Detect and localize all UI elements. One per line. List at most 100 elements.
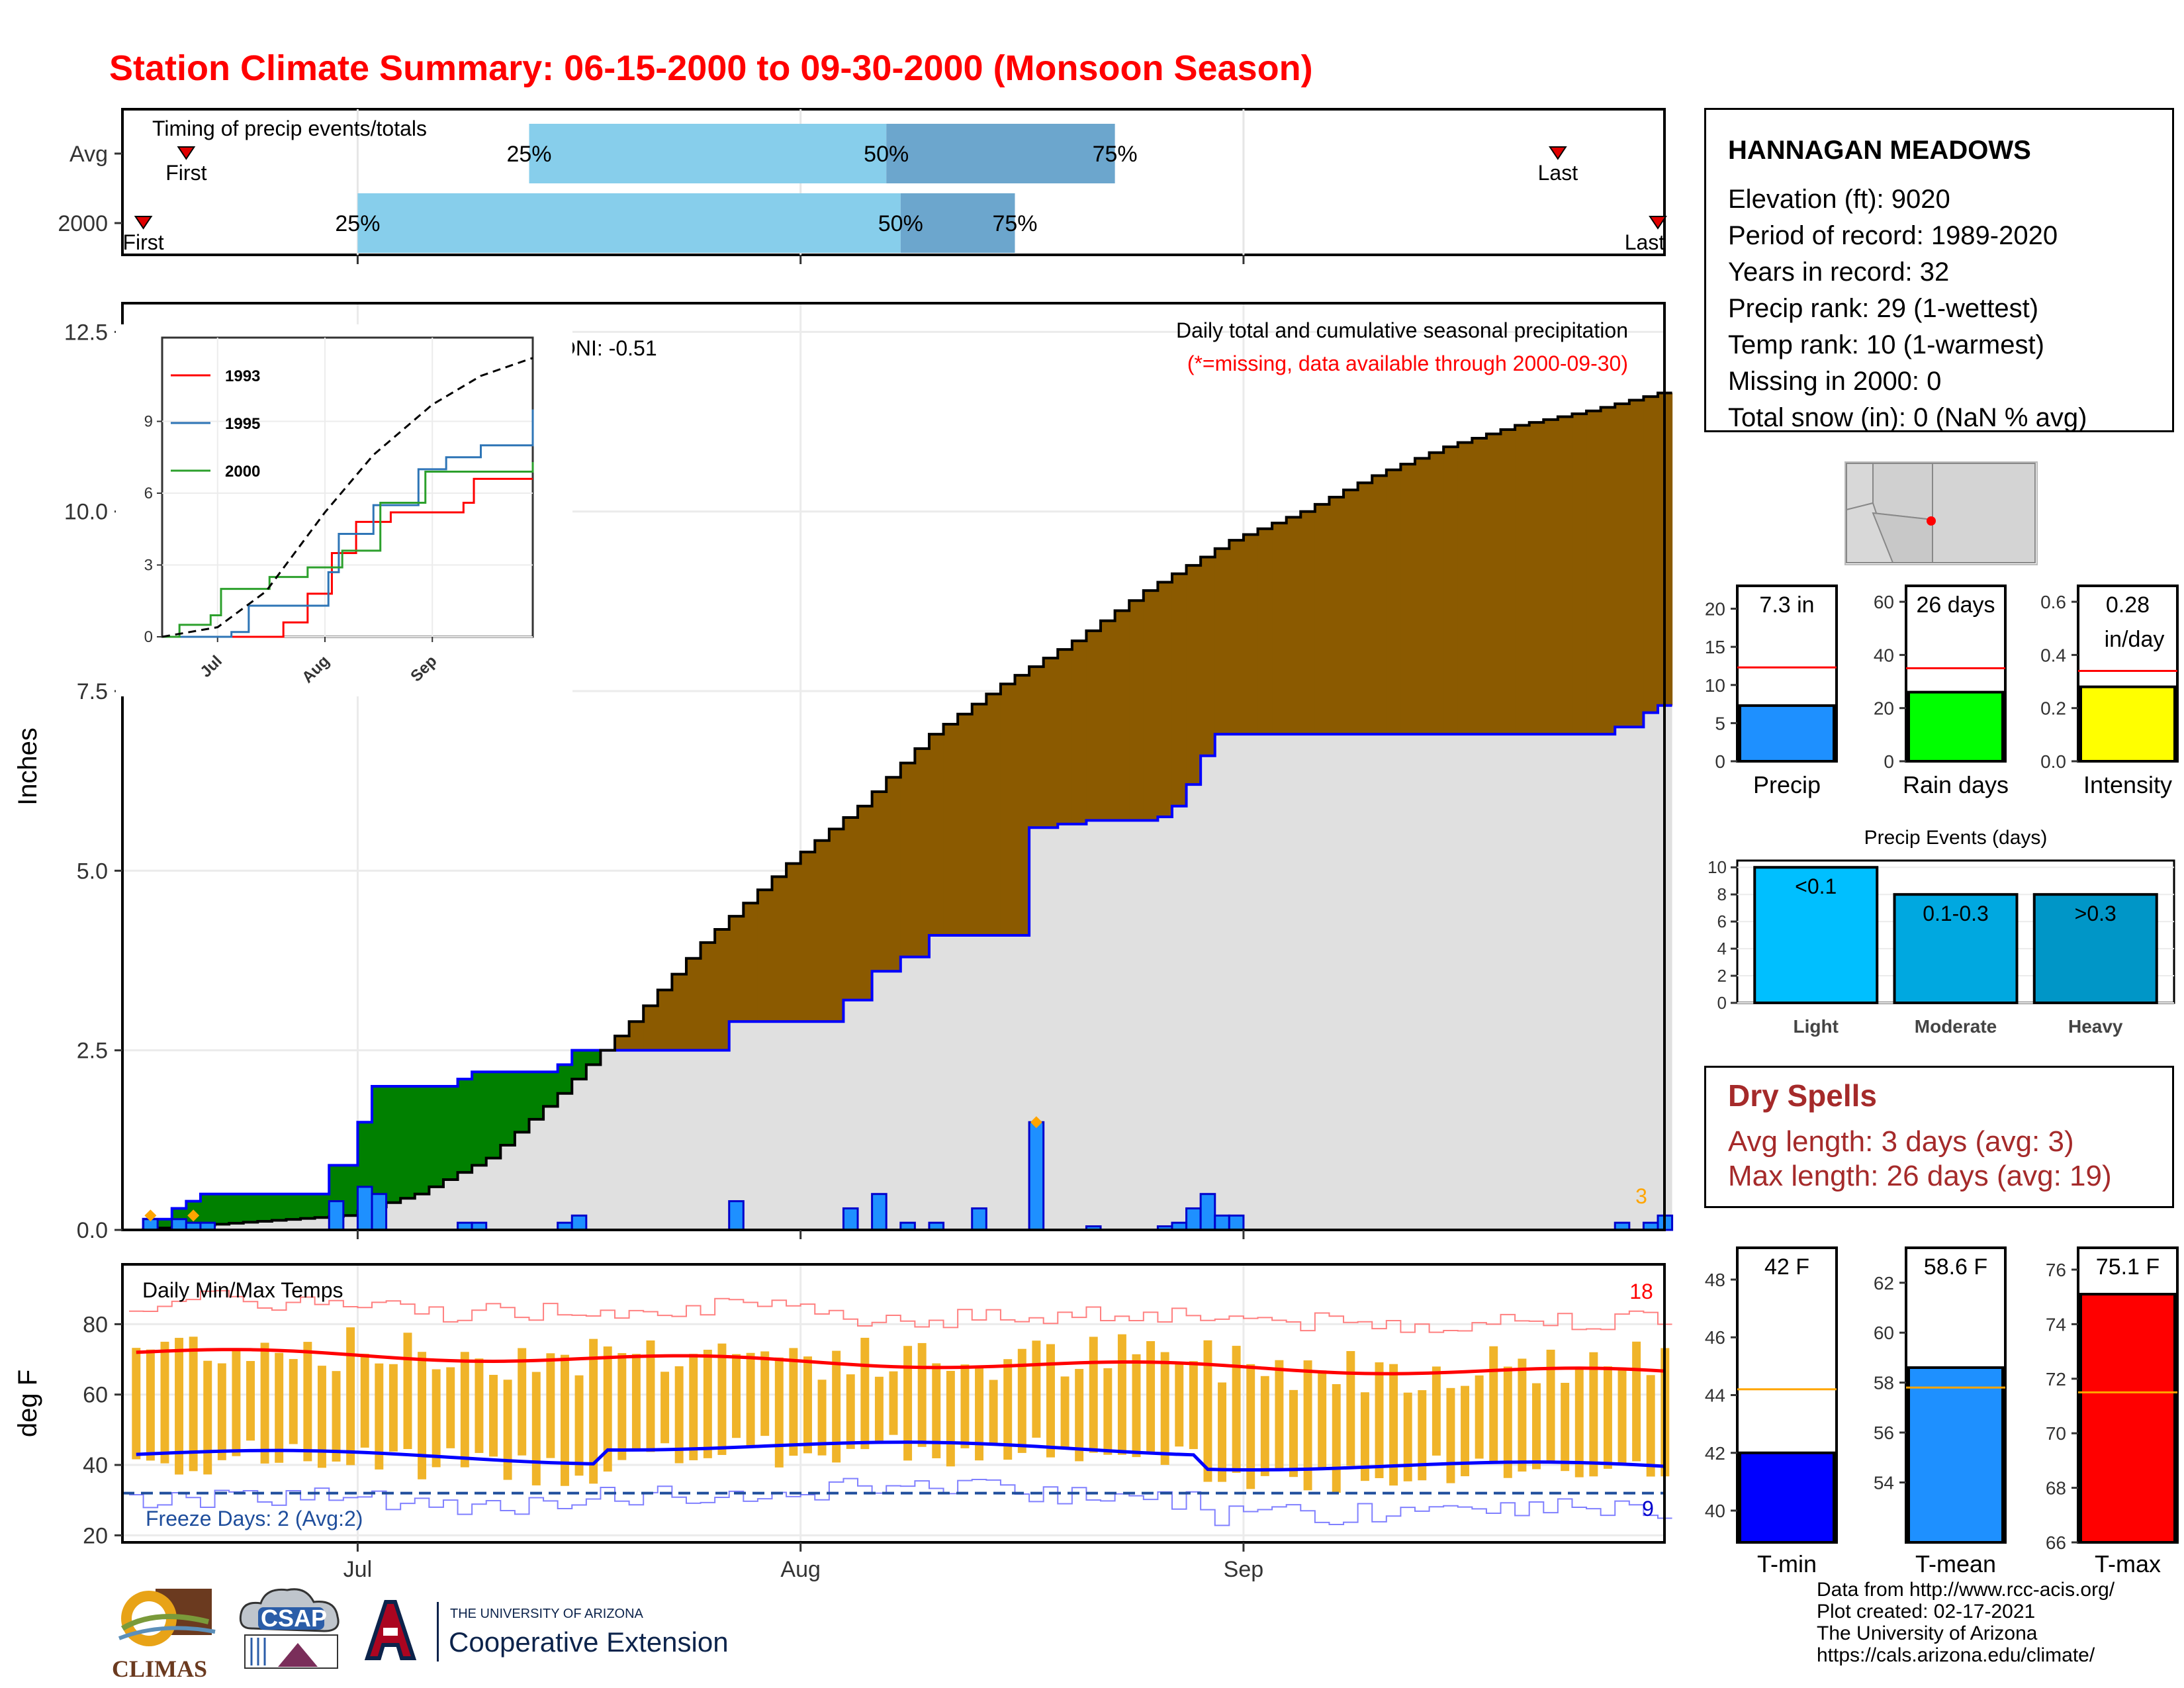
daily-temp-range-bar (132, 1348, 141, 1460)
daily-temp-range-bar (303, 1342, 312, 1462)
cumulative-difference-fill (586, 1050, 602, 1065)
cumulative-difference-fill (472, 1072, 487, 1166)
summary-bar (1907, 1366, 2004, 1544)
cumulative-difference-fill (757, 890, 773, 1022)
cumulative-difference-fill (1314, 504, 1330, 735)
precip-events-bar-label: 0.1-0.3 (1923, 902, 1989, 925)
summary-y-tick-label: 66 (2046, 1532, 2066, 1553)
first-event-marker (177, 146, 196, 160)
summary-y-tick-label: 74 (2046, 1314, 2066, 1335)
inset-y-tick-label: 3 (144, 557, 153, 575)
record-precip-marker (187, 1209, 200, 1222)
cumulative-difference-fill (429, 1086, 444, 1187)
main-panel-frame (121, 302, 1666, 1231)
inset-series-line (162, 462, 534, 638)
csap-cloud-icon (239, 1588, 340, 1669)
cumulative-difference-fill (1029, 667, 1044, 828)
cumulative-difference-fill (1443, 447, 1459, 735)
summary-bar (2079, 1293, 2176, 1544)
daily-temp-range-bar (289, 1359, 298, 1444)
timing-row-label: Avg (69, 142, 108, 167)
cumulative-difference-fill (1643, 397, 1659, 713)
daily-temp-range-bar (1003, 1359, 1013, 1460)
oni-label: ONI: -0.51 (559, 336, 657, 360)
station-location-marker (1927, 516, 1936, 526)
daily-temp-range-bar (1275, 1360, 1284, 1472)
daily-temp-range-bar (889, 1371, 898, 1435)
summary-y-tick-label: 0.6 (2040, 592, 2066, 612)
daily-temp-range-bar (917, 1342, 927, 1447)
cumulative-difference-fill (1486, 434, 1502, 735)
summary-y-tick-label: 60 (1874, 1323, 1894, 1343)
daily-temp-range-bar (1589, 1352, 1598, 1477)
daily-temp-range-bar (1046, 1344, 1055, 1458)
cumulative-difference-fill (243, 1194, 258, 1223)
daily-temp-range-bar (203, 1360, 212, 1475)
cumulative-difference-fill (257, 1194, 273, 1221)
inset-series-line (161, 357, 533, 638)
cumulative-difference-fill (1286, 517, 1301, 735)
cumulative-difference-fill (1572, 414, 1587, 735)
precip-events-category-label: Moderate (1915, 1016, 1997, 1037)
quartile-bar-50-75 (886, 124, 1115, 183)
page-title: Station Climate Summary: 06-15-2000 to 0… (109, 48, 1313, 88)
precip-events-category-label: Heavy (2068, 1016, 2123, 1037)
daily-temp-range-bar (617, 1353, 627, 1460)
daily-temp-range-bar (631, 1354, 641, 1449)
daily-temp-range-bar (1360, 1392, 1369, 1481)
daily-temp-range-bar (1432, 1366, 1441, 1456)
inset-y-tick-label: 6 (144, 485, 153, 502)
cumulative-difference-fill (629, 1021, 644, 1051)
summary-y-tick-label: 0.4 (2040, 645, 2066, 665)
summary-category-label: T-min (1757, 1550, 1817, 1577)
summary-category-label: Precip (1753, 771, 1821, 798)
cumulative-difference-fill (271, 1194, 287, 1221)
climas-logo-text: CLIMAS (112, 1656, 208, 1682)
daily-temp-range-bar (217, 1363, 226, 1460)
cumulative-difference-fill (858, 806, 873, 1000)
precip-events-y-tick-label: 0 (1717, 993, 1727, 1013)
inset-y-tick-label: 9 (144, 413, 153, 431)
record-low-count: 9 (1642, 1497, 1654, 1521)
daily-temp-range-bar (546, 1353, 555, 1458)
summary-y-tick-label: 0 (1715, 751, 1725, 772)
first-event-label: First (122, 230, 163, 254)
summary-value-label: 7.3 in (1759, 592, 1814, 618)
summary-y-tick-label: 72 (2046, 1369, 2066, 1389)
map-neighbor-state (1846, 463, 1874, 511)
daily-temp-range-bar (1475, 1375, 1484, 1459)
daily-temp-range-bar (1175, 1364, 1184, 1447)
summary-y-tick-label: 70 (2046, 1423, 2066, 1444)
precip-events-y-tick-label: 8 (1717, 884, 1727, 904)
daily-temp-range-bar (760, 1351, 770, 1436)
cumulative-difference-fill (572, 1050, 587, 1080)
daily-precip-bar (728, 1200, 745, 1231)
cumulative-difference-fill (743, 903, 758, 1022)
daily-temp-range-bar (1246, 1364, 1255, 1489)
cumulative-difference-fill (543, 1072, 559, 1107)
summary-y-tick-label: 60 (1874, 592, 1894, 612)
cumulative-difference-fill (657, 990, 672, 1051)
daily-temp-range-bar (846, 1374, 855, 1449)
station-detail-line: Years in record: 32 (1728, 258, 1950, 287)
summary-value-label: 58.6 F (1924, 1254, 1987, 1280)
station-detail-line: Elevation (ft): 9020 (1728, 185, 1950, 214)
inset-legend-label: 1995 (225, 415, 260, 433)
record-count-label: 3 (1635, 1184, 1647, 1208)
cumulative-difference-fill (1343, 490, 1359, 735)
cumulative-difference-fill (529, 1072, 544, 1119)
daily-temp-range-bar (903, 1346, 913, 1461)
dry-spells-avg: Avg length: 3 days (avg: 3) (1728, 1125, 2074, 1158)
ua-logo-divider (437, 1602, 439, 1662)
cumulative-difference-fill (1115, 610, 1130, 821)
cumulative-difference-fill (1201, 557, 1216, 756)
cumulative-difference-fill (400, 1086, 416, 1199)
cumulative-difference-fill (1158, 582, 1173, 817)
summary-category-label: T-max (2095, 1550, 2161, 1577)
daily-temp-range-bar (874, 1376, 884, 1444)
cumulative-difference-fill (1586, 410, 1602, 735)
record-high-envelope (129, 1289, 1672, 1333)
inset-series-line (162, 477, 533, 638)
